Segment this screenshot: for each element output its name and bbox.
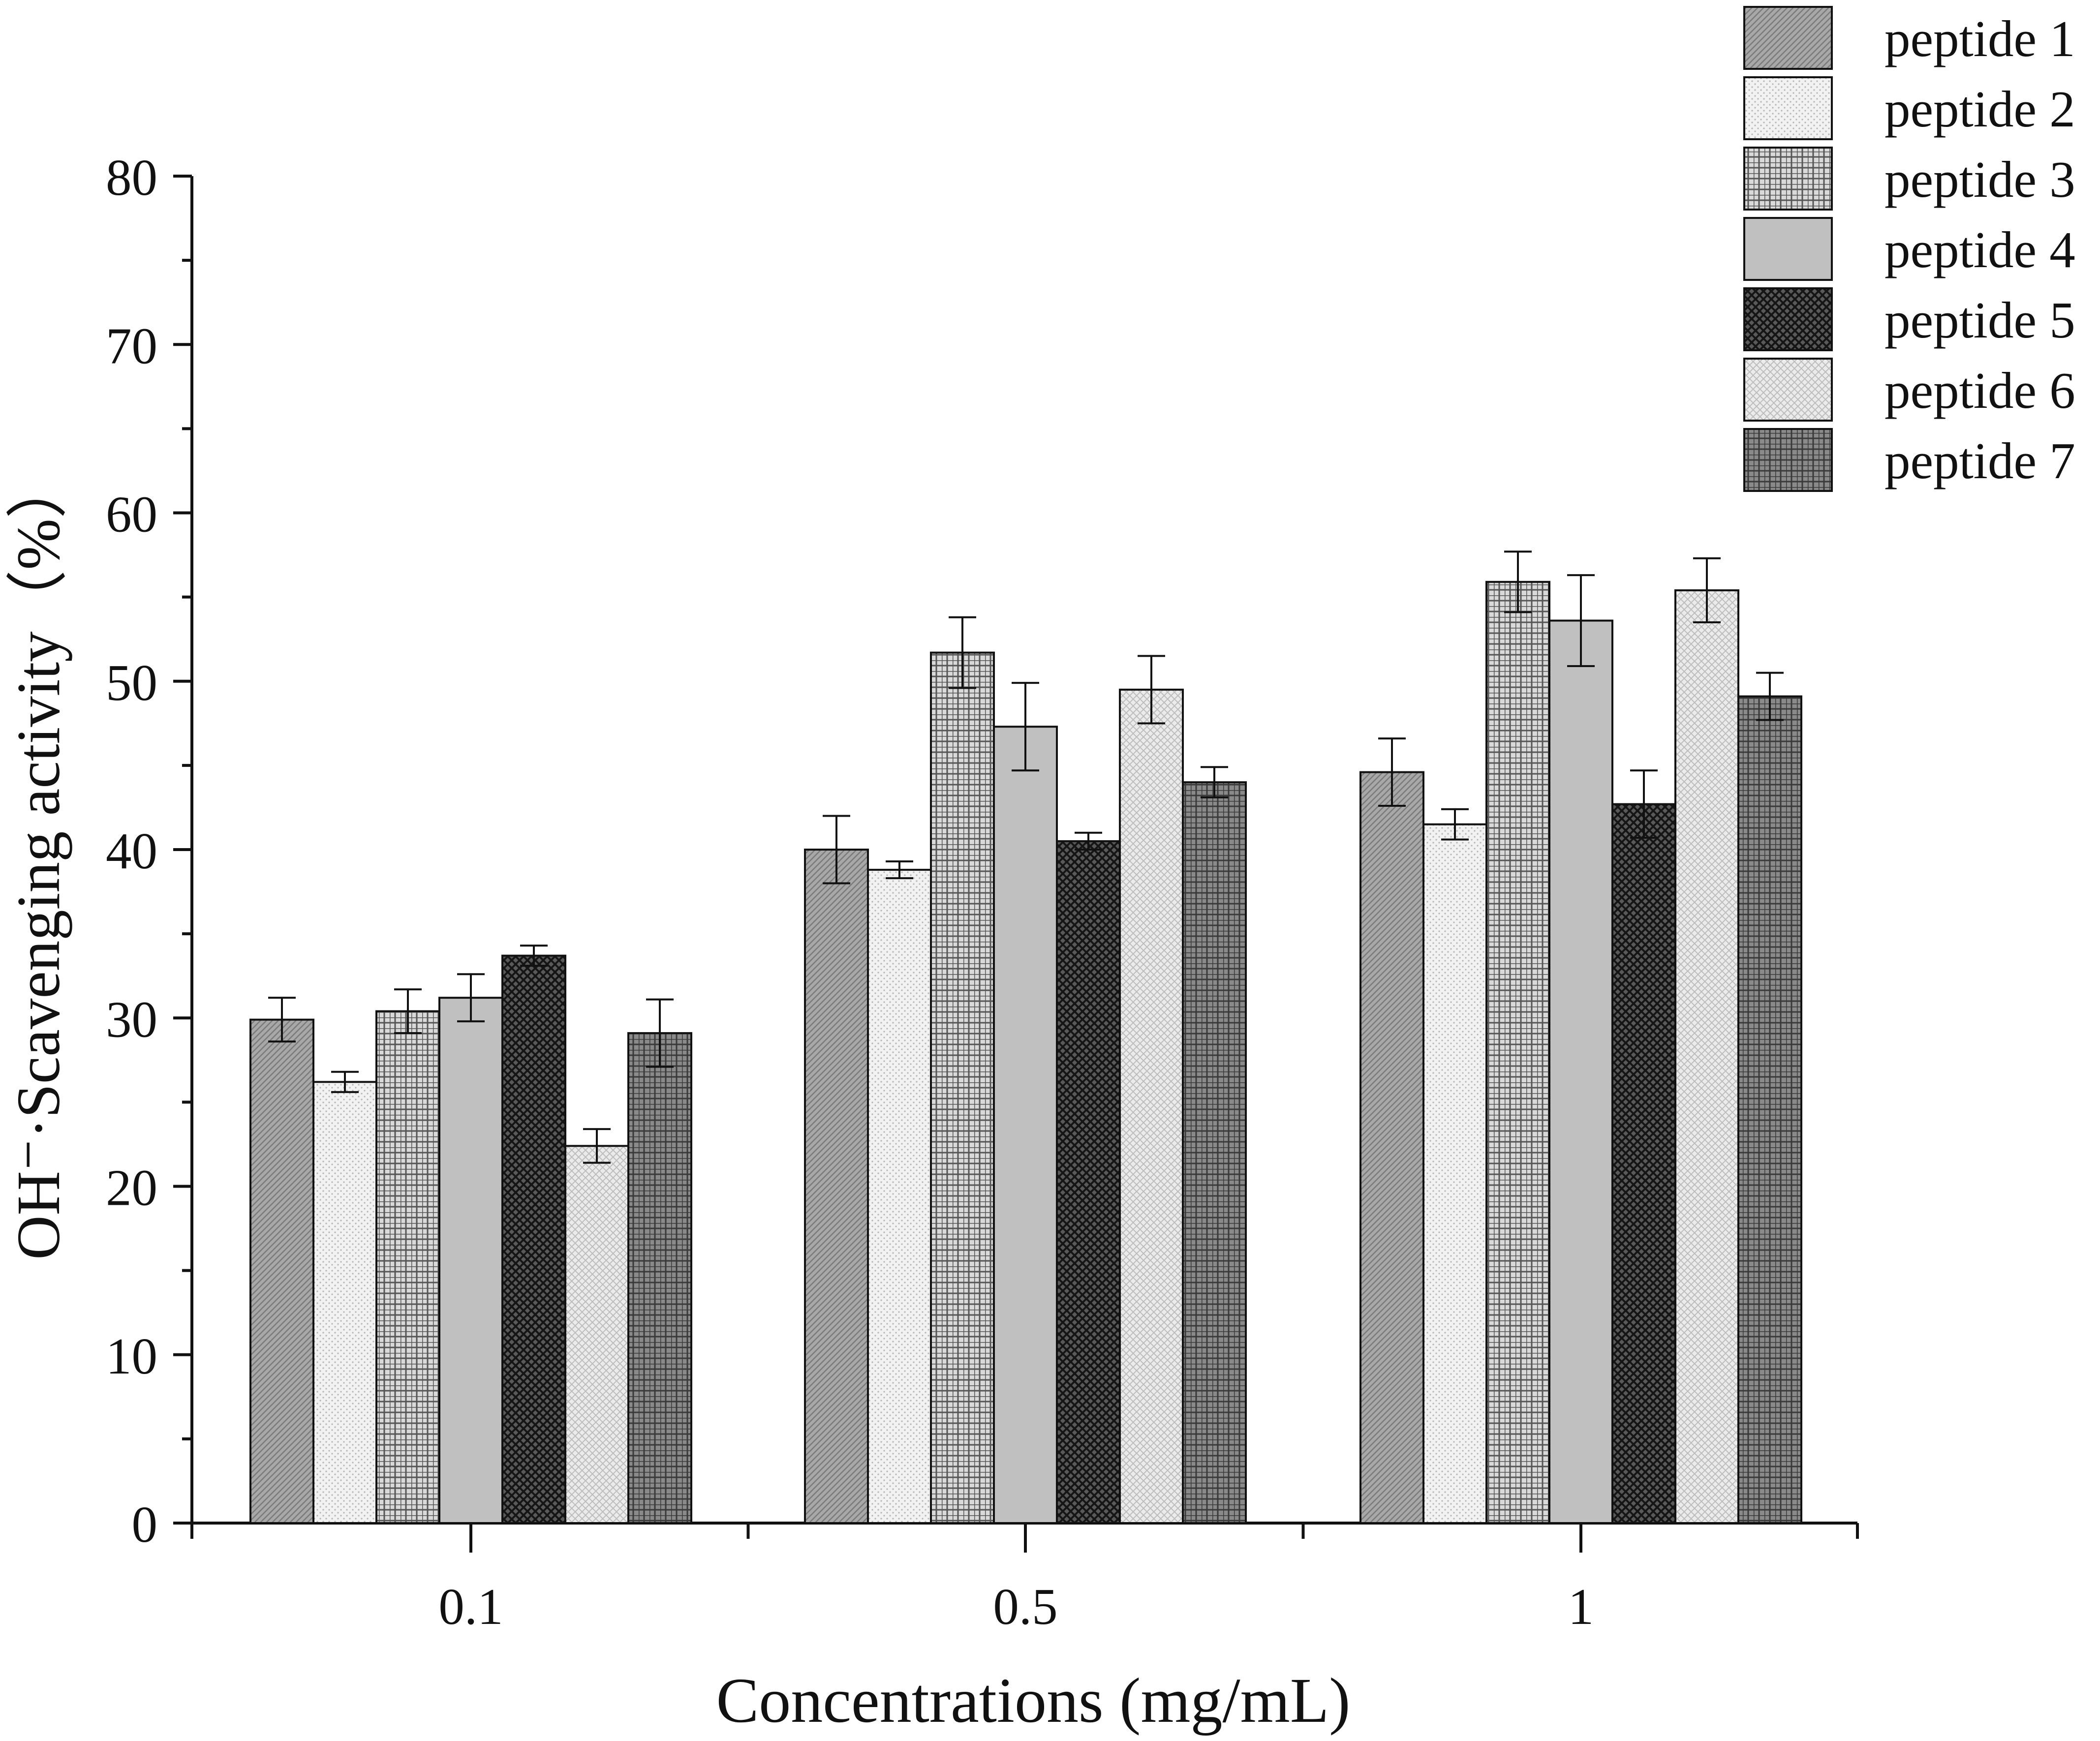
y-tick-label: 30 — [106, 990, 157, 1048]
bar-peptide-4-0.1 — [438, 997, 503, 1524]
y-tick-label: 40 — [106, 822, 157, 880]
x-tick-label: 0.5 — [993, 1578, 1057, 1635]
bar-peptide-1-1 — [1359, 771, 1424, 1524]
bar-peptide-4-0.5 — [993, 726, 1058, 1524]
bar-peptide-6-1 — [1674, 589, 1739, 1524]
error-bar — [1630, 769, 1658, 839]
legend: peptide 1 peptide 2 peptide 3 peptide 4 pept… — [1743, 6, 2075, 492]
error-bar — [520, 945, 548, 967]
legend-label: peptide 7 — [1884, 432, 2075, 489]
error-bar — [1693, 557, 1721, 623]
error-bar — [268, 997, 296, 1043]
bar-peptide-4-1 — [1548, 619, 1613, 1524]
error-bar — [1567, 574, 1595, 667]
bar-peptide-5-1 — [1611, 803, 1676, 1524]
bar-peptide-2-0.5 — [867, 869, 932, 1524]
y-tick-label: 70 — [106, 317, 157, 374]
bar-peptide-7-1 — [1737, 695, 1802, 1524]
x-tick-label: 1 — [1568, 1578, 1594, 1635]
bar-peptide-5-0.1 — [501, 954, 566, 1524]
legend-label: peptide 6 — [1884, 362, 2075, 419]
error-bar — [394, 988, 422, 1035]
error-bar — [1075, 831, 1102, 851]
x-axis-label: Concentrations (mg/mL) — [716, 1665, 1351, 1736]
bar-peptide-1-0.5 — [804, 849, 869, 1524]
bar-peptide-2-0.1 — [312, 1081, 377, 1524]
legend-swatch — [1743, 287, 1833, 351]
y-axis-label: OH⁻·Scavenging activity（%） — [5, 457, 73, 1260]
legend-item: peptide 4 — [1743, 217, 2075, 281]
error-bar — [646, 998, 674, 1068]
bar-peptide-6-0.5 — [1119, 688, 1184, 1524]
bar-peptide-7-0.5 — [1182, 781, 1247, 1524]
bar-peptide-5-0.5 — [1056, 840, 1121, 1524]
legend-label: peptide 3 — [1884, 151, 2075, 208]
legend-item: peptide 2 — [1743, 76, 2075, 140]
bar-peptide-3-0.5 — [930, 651, 995, 1524]
error-bar — [823, 815, 850, 885]
bars — [249, 580, 1802, 1525]
error-bar — [1504, 550, 1532, 613]
legend-item: peptide 3 — [1743, 147, 2075, 211]
legend-label: peptide 1 — [1884, 10, 2075, 67]
x-tick-label: 0.1 — [438, 1578, 503, 1635]
legend-label: peptide 5 — [1884, 291, 2075, 349]
y-tick-label: 50 — [106, 654, 157, 711]
bar-peptide-1-0.1 — [249, 1018, 314, 1525]
error-bar — [949, 616, 976, 689]
legend-item: peptide 5 — [1743, 287, 2075, 351]
error-bar — [1012, 682, 1039, 772]
bar-peptide-7-0.1 — [627, 1032, 692, 1524]
error-bar — [1756, 672, 1784, 721]
legend-swatch — [1743, 217, 1833, 281]
legend-item: peptide 6 — [1743, 358, 2075, 422]
legend-item: peptide 7 — [1743, 428, 2075, 492]
error-bars — [268, 550, 1784, 1164]
legend-swatch — [1743, 358, 1833, 422]
legend-label: peptide 4 — [1884, 221, 2075, 278]
legend-swatch — [1743, 147, 1833, 211]
error-bar — [331, 1070, 359, 1093]
legend-label: peptide 2 — [1884, 80, 2075, 138]
tick-labels: 0 10 20 30 40 50 60 70 80 0.1 0.5 1 — [106, 149, 1594, 1635]
error-bar — [1441, 808, 1469, 841]
error-bar — [1201, 766, 1228, 798]
y-tick-label: 20 — [106, 1159, 157, 1217]
bar-peptide-6-0.1 — [564, 1145, 629, 1525]
error-bar — [886, 860, 913, 880]
legend-item: peptide 1 — [1743, 6, 2075, 70]
y-tick-label: 60 — [106, 486, 157, 543]
y-tick-label: 80 — [106, 149, 157, 206]
bar-peptide-3-0.1 — [375, 1010, 440, 1524]
error-bar — [1378, 737, 1406, 807]
error-bar — [583, 1128, 611, 1164]
legend-swatch — [1743, 428, 1833, 492]
y-tick-label: 10 — [106, 1327, 157, 1385]
error-bar — [1138, 655, 1165, 725]
error-bar — [457, 973, 485, 1023]
y-tick-label: 0 — [132, 1496, 158, 1553]
legend-swatch — [1743, 6, 1833, 70]
bar-peptide-2-1 — [1422, 823, 1487, 1524]
legend-swatch — [1743, 76, 1833, 140]
bar-peptide-3-1 — [1485, 580, 1550, 1524]
